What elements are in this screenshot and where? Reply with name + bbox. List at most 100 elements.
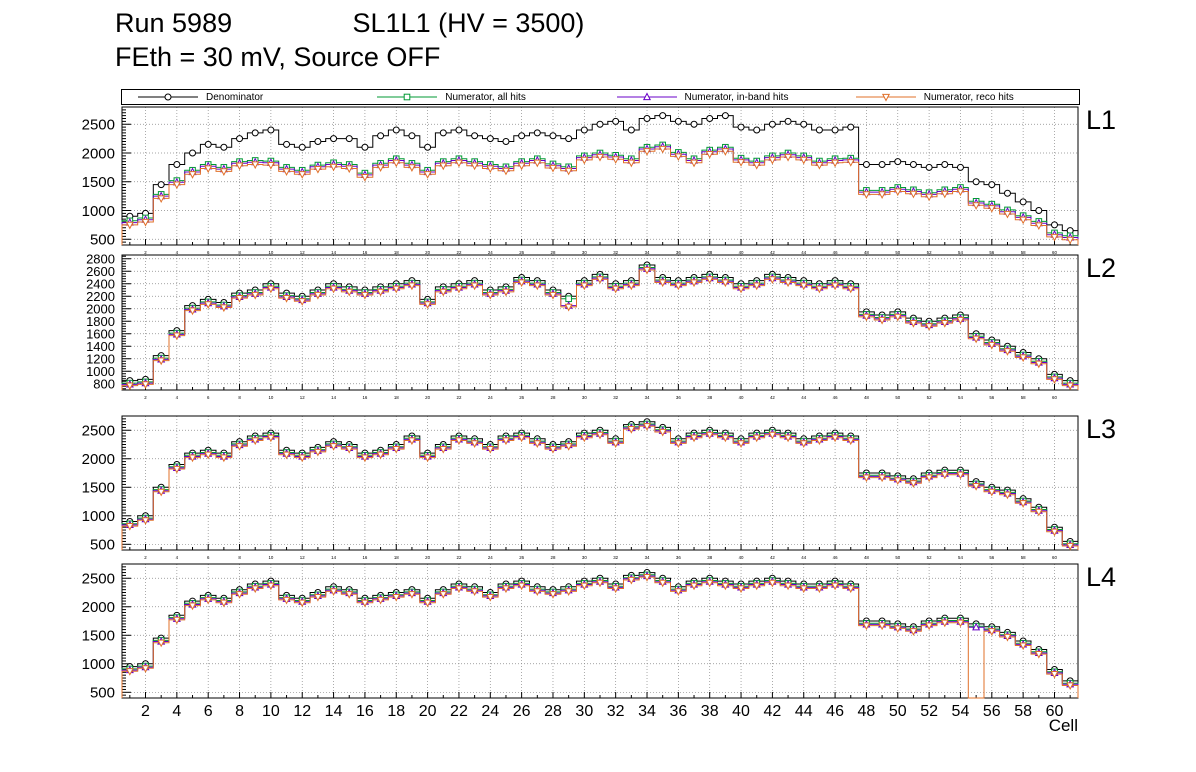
svg-text:52: 52	[927, 395, 932, 400]
marker-circle	[173, 161, 181, 168]
marker-triangle-down	[752, 582, 761, 591]
marker-triangle-down	[439, 591, 448, 599]
svg-text:46: 46	[826, 703, 844, 720]
svg-text:32: 32	[607, 703, 625, 720]
marker-triangle-down	[940, 190, 949, 199]
marker-triangle-down	[909, 320, 918, 328]
marker-triangle-down	[595, 153, 605, 162]
marker-triangle-down	[690, 582, 699, 591]
marker-circle	[627, 126, 635, 134]
svg-text:28: 28	[551, 395, 556, 400]
svg-text:50: 50	[895, 555, 900, 560]
marker-triangle-down	[141, 218, 150, 227]
svg-text:4: 4	[176, 395, 179, 400]
marker-triangle-down	[1003, 491, 1012, 500]
marker-triangle-up	[642, 92, 651, 101]
marker-triangle-down	[1034, 222, 1043, 231]
marker-triangle-down	[1050, 376, 1059, 384]
marker-triangle-down	[642, 423, 652, 431]
marker-circle	[580, 126, 588, 134]
svg-text:24: 24	[481, 703, 499, 720]
marker-circle	[220, 143, 228, 151]
svg-text:20: 20	[425, 395, 430, 400]
svg-text:12: 12	[300, 395, 305, 400]
marker-circle	[455, 126, 463, 134]
legend-swatch-circle-icon	[138, 93, 198, 101]
svg-text:40: 40	[739, 250, 744, 255]
marker-circle	[643, 115, 651, 122]
svg-text:2: 2	[144, 555, 147, 560]
marker-triangle-down	[548, 591, 558, 599]
marker-triangle-down	[1034, 650, 1043, 659]
svg-text:500: 500	[90, 232, 115, 249]
marker-square	[403, 93, 411, 101]
marker-circle	[706, 115, 714, 122]
marker-triangle-down	[360, 174, 369, 182]
marker-triangle-down	[831, 282, 840, 291]
svg-text:56: 56	[989, 250, 994, 255]
marker-circle	[377, 132, 385, 140]
marker-triangle-down	[987, 205, 996, 213]
svg-text:32: 32	[613, 555, 618, 560]
marker-triangle-down	[752, 282, 761, 291]
svg-text:18: 18	[394, 250, 399, 255]
svg-text:1000: 1000	[82, 656, 115, 673]
marker-triangle-down	[627, 426, 636, 434]
marker-triangle-down	[972, 483, 981, 491]
marker-triangle-down	[878, 191, 887, 199]
marker-triangle-down	[1066, 542, 1075, 551]
svg-text:36: 36	[669, 703, 687, 720]
marker-triangle-down	[533, 159, 542, 168]
svg-text:14: 14	[331, 395, 336, 400]
marker-triangle-down	[752, 434, 761, 443]
marker-triangle-down	[282, 596, 291, 605]
marker-circle	[941, 161, 949, 168]
marker-triangle-down	[799, 156, 808, 165]
svg-text:22: 22	[450, 703, 468, 720]
svg-text:42: 42	[763, 703, 781, 720]
marker-triangle-down	[611, 585, 620, 594]
marker-triangle-down	[251, 291, 260, 300]
svg-text:48: 48	[864, 555, 869, 560]
marker-square	[565, 295, 572, 303]
svg-text:12: 12	[300, 250, 305, 255]
marker-triangle-down	[345, 165, 354, 174]
svg-text:2800: 2800	[86, 251, 115, 266]
svg-text:1200: 1200	[86, 351, 115, 366]
svg-text:42: 42	[770, 250, 775, 255]
marker-triangle-down	[423, 454, 432, 463]
svg-text:2500: 2500	[82, 571, 115, 588]
legend: Denominator Numerator, all hits Numerator,…	[121, 89, 1080, 105]
marker-triangle-down	[454, 159, 463, 168]
marker-triangle-down	[1019, 354, 1028, 363]
marker-triangle-down	[940, 471, 949, 480]
marker-triangle-down	[831, 159, 840, 168]
marker-triangle-down	[815, 585, 824, 594]
marker-triangle-down	[486, 291, 495, 300]
svg-text:12: 12	[293, 703, 311, 720]
svg-text:38: 38	[707, 250, 712, 255]
marker-triangle-down	[815, 285, 824, 294]
marker-triangle-down	[219, 304, 228, 313]
legend-item-triangle-up: Numerator, in-band hits	[601, 90, 840, 104]
marker-circle	[424, 143, 432, 151]
marker-triangle-down	[329, 588, 338, 596]
marker-circle	[251, 129, 259, 137]
marker-triangle-down	[141, 517, 150, 525]
marker-circle	[565, 135, 573, 143]
svg-text:500: 500	[90, 685, 115, 702]
page-subtitle: FEth = 30 mV, Source OFF	[115, 42, 441, 72]
marker-triangle-down	[501, 167, 510, 176]
marker-circle	[972, 178, 980, 186]
marker-triangle-down	[1003, 210, 1012, 219]
marker-circle	[392, 126, 400, 134]
marker-triangle-down	[846, 585, 855, 594]
marker-triangle-down	[881, 93, 890, 102]
svg-text:34: 34	[645, 250, 650, 255]
marker-triangle-down	[611, 285, 620, 294]
marker-triangle-down	[690, 279, 699, 288]
svg-text:60: 60	[1052, 395, 1057, 400]
svg-text:10: 10	[268, 555, 273, 560]
svg-text:10: 10	[268, 250, 273, 255]
marker-triangle-down	[815, 437, 824, 446]
